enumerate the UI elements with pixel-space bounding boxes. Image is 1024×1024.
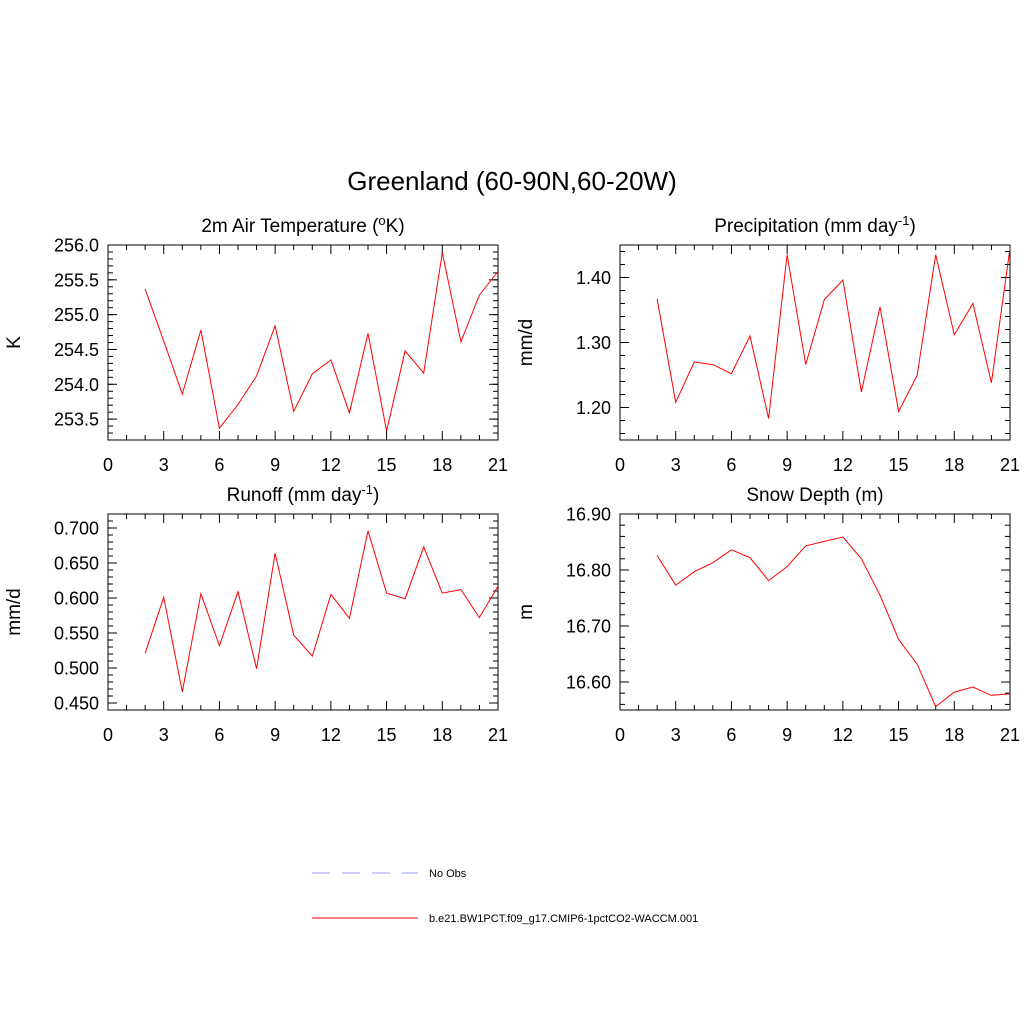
panels-group: 2m Air Temperature (oK) 0 3 6 9 12 15 18 21 253.5… (4, 213, 1020, 745)
x-tick-label: 9 (270, 455, 280, 475)
x-tick-label: 0 (615, 725, 625, 745)
x-tick-label: 12 (321, 455, 341, 475)
x-tick-label: 12 (833, 455, 853, 475)
legend: No Obs b.e21.BW1PCT.f09_g17.CMIP6-1pctCO2… (312, 868, 698, 925)
plot-frame (107, 244, 499, 441)
y-tick-label: 255.0 (54, 305, 99, 325)
y-tick-label: 255.5 (54, 270, 99, 290)
x-tick-label: 9 (782, 725, 792, 745)
x-tick-label: 3 (671, 725, 681, 745)
x-tick-label: 21 (1000, 725, 1020, 745)
x-tick-label: 3 (671, 455, 681, 475)
x-tick-label: 6 (726, 725, 736, 745)
series-line (656, 248, 1011, 419)
y-axis-label: mm/d (4, 588, 25, 636)
x-tick-label: 0 (103, 725, 113, 745)
y-tick-label: 0.650 (54, 554, 99, 574)
y-tick-label: 0.450 (54, 694, 99, 714)
x-tick-label: 21 (488, 725, 508, 745)
x-tick-label: 6 (726, 455, 736, 475)
y-axis-label: mm/d (516, 319, 537, 367)
y-tick-label: 256.0 (54, 236, 99, 256)
x-tick-label: 15 (889, 725, 909, 745)
series-line (144, 252, 499, 432)
legend-label: b.e21.BW1PCT.f09_g17.CMIP6-1pctCO2-WACCM… (429, 913, 698, 925)
y-tick-label: 0.600 (54, 589, 99, 609)
x-tick-label: 15 (377, 455, 397, 475)
panel-1: Precipitation (mm day-1) 0 3 6 9 12 15 18 21 1.20… (516, 213, 1020, 475)
panel-title: Snow Depth (m) (746, 485, 883, 506)
x-tick-label: 0 (615, 455, 625, 475)
x-tick-label: 6 (214, 725, 224, 745)
x-tick-label: 21 (488, 455, 508, 475)
y-axis-label: m (516, 604, 537, 620)
y-tick-label: 1.40 (576, 268, 611, 288)
x-tick-label: 18 (432, 725, 452, 745)
panel-title: Precipitation (mm day-1) (714, 213, 916, 237)
x-tick-label: 12 (833, 725, 853, 745)
y-axis-label: K (4, 336, 25, 349)
x-tick-label: 9 (782, 455, 792, 475)
panel-3: Snow Depth (m) 0 3 6 9 12 15 18 21 16.60 16.70 16.8… (516, 485, 1020, 745)
x-tick-label: 12 (321, 725, 341, 745)
panel-title: 2m Air Temperature (oK) (201, 213, 404, 237)
x-tick-label: 9 (270, 725, 280, 745)
x-tick-label: 18 (432, 455, 452, 475)
y-tick-label: 0.700 (54, 519, 99, 539)
y-tick-label: 16.90 (566, 505, 611, 525)
x-tick-label: 21 (1000, 455, 1020, 475)
x-tick-label: 15 (377, 725, 397, 745)
y-tick-label: 1.30 (576, 333, 611, 353)
x-tick-label: 0 (103, 455, 113, 475)
x-tick-label: 18 (944, 455, 964, 475)
y-tick-label: 1.20 (576, 398, 611, 418)
series-line (144, 530, 499, 692)
y-tick-label: 0.550 (54, 624, 99, 644)
x-tick-label: 6 (214, 455, 224, 475)
x-tick-label: 3 (159, 455, 169, 475)
x-tick-label: 15 (889, 455, 909, 475)
x-tick-label: 3 (159, 725, 169, 745)
series-line (656, 536, 1011, 708)
panel-2: Runoff (mm day-1) 0 3 6 9 12 15 18 21 0.450 0.500 0… (4, 482, 508, 745)
x-tick-label: 18 (944, 725, 964, 745)
plot-frame (619, 244, 1011, 441)
y-tick-label: 254.0 (54, 375, 99, 395)
plot-frame (619, 513, 1011, 711)
legend-label: No Obs (429, 868, 467, 880)
panel-0: 2m Air Temperature (oK) 0 3 6 9 12 15 18 21 253.5… (4, 213, 508, 475)
figure-title: Greenland (60-90N,60-20W) (347, 166, 677, 196)
y-tick-label: 16.60 (566, 673, 611, 693)
y-tick-label: 253.5 (54, 410, 99, 430)
y-tick-label: 0.500 (54, 659, 99, 679)
panel-title: Runoff (mm day-1) (227, 482, 380, 506)
y-tick-label: 16.70 (566, 617, 611, 637)
y-tick-label: 254.5 (54, 340, 99, 360)
y-tick-label: 16.80 (566, 561, 611, 581)
